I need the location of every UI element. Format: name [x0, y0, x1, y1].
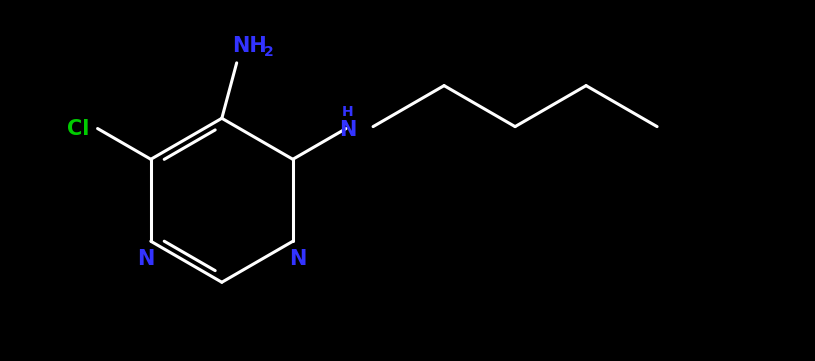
Text: N: N	[137, 249, 155, 269]
Text: H: H	[342, 105, 354, 119]
Text: N: N	[289, 249, 306, 269]
Text: NH: NH	[231, 36, 267, 56]
Text: N: N	[339, 121, 357, 140]
Text: Cl: Cl	[68, 118, 90, 139]
Text: 2: 2	[264, 45, 274, 59]
